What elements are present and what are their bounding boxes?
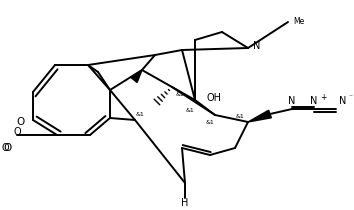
- Text: N: N: [339, 96, 346, 106]
- Text: OH: OH: [207, 93, 222, 103]
- Text: O: O: [13, 127, 21, 137]
- Text: N: N: [288, 96, 296, 106]
- Text: N: N: [310, 96, 318, 106]
- Text: N: N: [253, 41, 261, 51]
- Polygon shape: [131, 70, 142, 83]
- Text: O: O: [1, 143, 9, 153]
- Text: &1: &1: [185, 108, 194, 113]
- Polygon shape: [248, 110, 272, 122]
- Text: &1: &1: [236, 113, 244, 118]
- Text: O: O: [16, 117, 24, 127]
- Text: &1: &1: [176, 92, 184, 97]
- Text: +: +: [320, 92, 326, 101]
- Text: H: H: [181, 198, 189, 208]
- Text: &1: &1: [136, 113, 144, 118]
- Text: Me: Me: [293, 17, 304, 26]
- Text: &1: &1: [206, 121, 215, 126]
- Text: ⁻: ⁻: [348, 92, 352, 101]
- Text: O: O: [3, 143, 11, 153]
